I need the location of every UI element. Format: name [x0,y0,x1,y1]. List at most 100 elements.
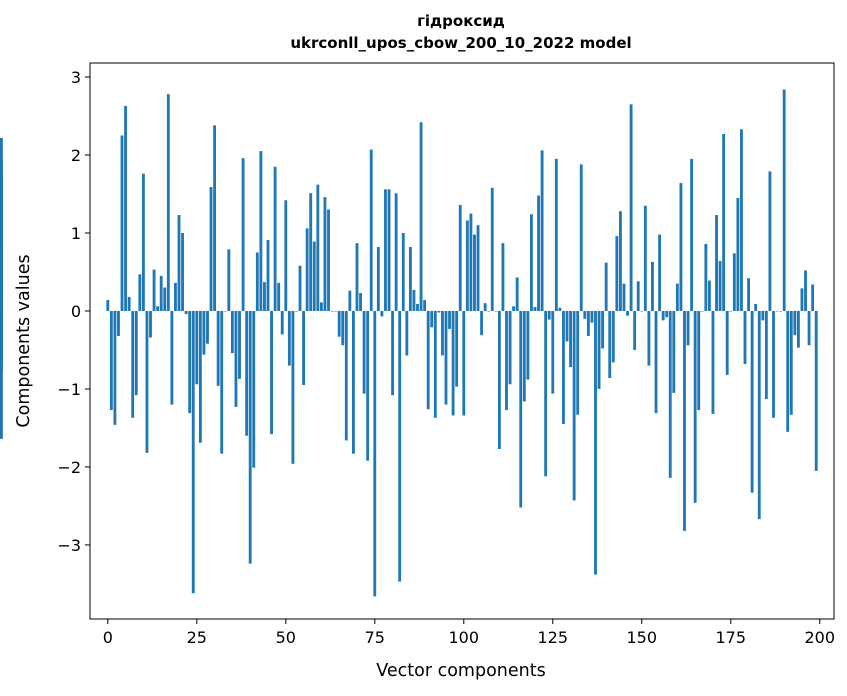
bar [647,310,651,366]
x-axis: 0 25 50 75 100 125 150 175 200 [103,619,835,647]
bar [512,306,516,311]
bar [366,310,370,461]
bar [398,310,402,582]
bar [611,310,615,363]
y-tick-label: 2 [71,146,81,165]
bar [113,310,117,425]
bar [569,310,572,368]
bar [654,310,658,414]
bar [515,277,519,311]
bar [120,135,124,311]
bar [736,197,740,311]
bar [337,310,341,337]
bar [537,195,540,311]
bar [796,310,800,348]
bar [608,310,612,379]
bar [579,164,583,311]
bar [252,310,256,468]
bar [433,310,437,418]
bar [255,252,259,311]
bar [508,310,512,385]
bar [106,300,110,311]
bar [441,310,444,356]
bar [519,310,523,508]
bar [480,310,484,336]
bar [494,310,498,312]
bar [590,310,594,323]
bar [711,310,715,414]
bar [159,275,163,311]
bar [800,288,804,311]
bar [594,310,597,575]
bar [170,310,174,405]
x-tick-label: 125 [538,628,569,647]
bar [554,158,558,311]
bar [768,171,772,311]
bar [319,302,323,311]
bar [216,310,220,386]
bar [323,197,327,311]
bar [458,204,462,311]
bar [544,310,548,477]
bar [583,310,587,319]
bar [782,89,786,311]
bar [238,310,241,379]
chart-subtitle: ukrconll_upos_cbow_200_10_2022 model [290,34,631,52]
bar [761,310,765,321]
bar [679,183,683,311]
bar [430,310,434,328]
bar [174,282,177,311]
bar [686,310,690,346]
bar [355,243,359,311]
bar [394,193,398,311]
bar [391,310,395,396]
bar [141,173,145,311]
bar [483,303,487,311]
bar [754,303,758,311]
x-tick-label: 200 [804,628,835,647]
bar [376,247,380,311]
bar [109,310,113,411]
bar [618,211,622,311]
bar [604,262,608,311]
bar [690,158,694,311]
bar [437,310,441,313]
bar [562,310,565,425]
bar [177,215,181,311]
bar [451,310,455,416]
y-axis: −3 −2 −1 0 1 2 3 [57,68,90,555]
bar [775,310,779,312]
bar [672,310,676,393]
bar [643,205,647,311]
bar [636,281,640,311]
bar [576,310,580,415]
bar [209,186,213,311]
bar [473,234,476,311]
bar [626,310,629,316]
bar [131,310,135,418]
bar [497,310,501,450]
bar [629,104,633,311]
bar [295,310,298,312]
bar [408,247,412,311]
y-tick-label: −3 [57,536,81,555]
plot-area-frame [89,62,835,620]
bar [166,94,170,311]
bar [661,310,665,321]
bar [263,282,266,311]
chart-title: гідроксид [417,12,505,30]
bar [266,240,270,311]
bar [615,236,619,311]
bar [804,270,807,311]
bar [558,307,562,311]
bar [127,296,131,311]
bar [152,269,156,311]
x-axis-label: Vector components [376,661,545,681]
bar [572,310,576,501]
bar [747,278,750,311]
bar [316,184,320,311]
bar [138,274,142,311]
y-axis-label: Components values [14,254,34,427]
x-tick-label: 25 [187,628,207,647]
